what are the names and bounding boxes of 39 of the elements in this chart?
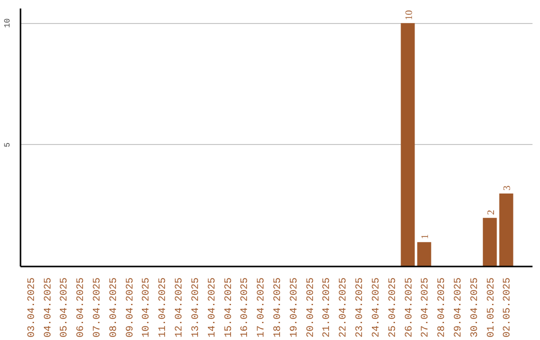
x-tick-label: 17.04.2025 xyxy=(256,277,268,338)
x-tick-label: 25.04.2025 xyxy=(388,277,399,338)
x-tick-label: 04.04.2025 xyxy=(43,277,54,338)
y-tick-label: 5 xyxy=(4,142,12,148)
x-tick-label: 20.04.2025 xyxy=(306,277,317,338)
bar xyxy=(482,218,497,266)
x-tick-label: 21.04.2025 xyxy=(322,277,334,338)
x-tick-label: 11.04.2025 xyxy=(158,277,170,338)
x-tick-label: 28.04.2025 xyxy=(437,277,448,338)
x-tick-label: 09.04.2025 xyxy=(125,277,136,338)
x-tick-label: 16.04.2025 xyxy=(240,277,252,338)
x-tick-label: 29.04.2025 xyxy=(454,277,465,338)
x-tick-label: 13.04.2025 xyxy=(190,277,202,338)
x-tick-label: 18.04.2025 xyxy=(273,277,284,338)
x-tick-label: 26.04.2025 xyxy=(404,277,416,338)
x-tick-label: 30.04.2025 xyxy=(470,277,481,338)
bar xyxy=(417,242,432,266)
x-tick-label: 06.04.2025 xyxy=(76,277,88,338)
x-tick-label: 22.04.2025 xyxy=(338,277,350,338)
bar xyxy=(499,193,514,266)
x-tick-label: 19.04.2025 xyxy=(289,277,300,338)
x-tick-label: 24.04.2025 xyxy=(371,277,382,338)
x-tick-label: 23.04.2025 xyxy=(355,277,366,338)
x-tick-label: 01.05.2025 xyxy=(486,277,498,338)
x-tick-label: 27.04.2025 xyxy=(420,277,432,338)
x-tick-label: 05.04.2025 xyxy=(60,277,71,338)
x-tick-label: 14.04.2025 xyxy=(207,277,218,338)
x-tick-label: 10.04.2025 xyxy=(142,277,153,338)
x-tick-label: 03.04.2025 xyxy=(26,277,38,338)
x-tick-label: 12.04.2025 xyxy=(174,277,186,338)
data-label: 3 xyxy=(502,185,514,190)
data-label: 2 xyxy=(486,210,497,215)
x-tick-label: 07.04.2025 xyxy=(92,277,104,338)
data-label: 10 xyxy=(404,10,415,20)
x-tick-label: 08.04.2025 xyxy=(108,277,120,338)
x-tick-label: 15.04.2025 xyxy=(224,277,235,338)
bar xyxy=(400,23,415,266)
x-tick-label: 02.05.2025 xyxy=(502,277,514,338)
data-label: 1 xyxy=(420,234,432,240)
